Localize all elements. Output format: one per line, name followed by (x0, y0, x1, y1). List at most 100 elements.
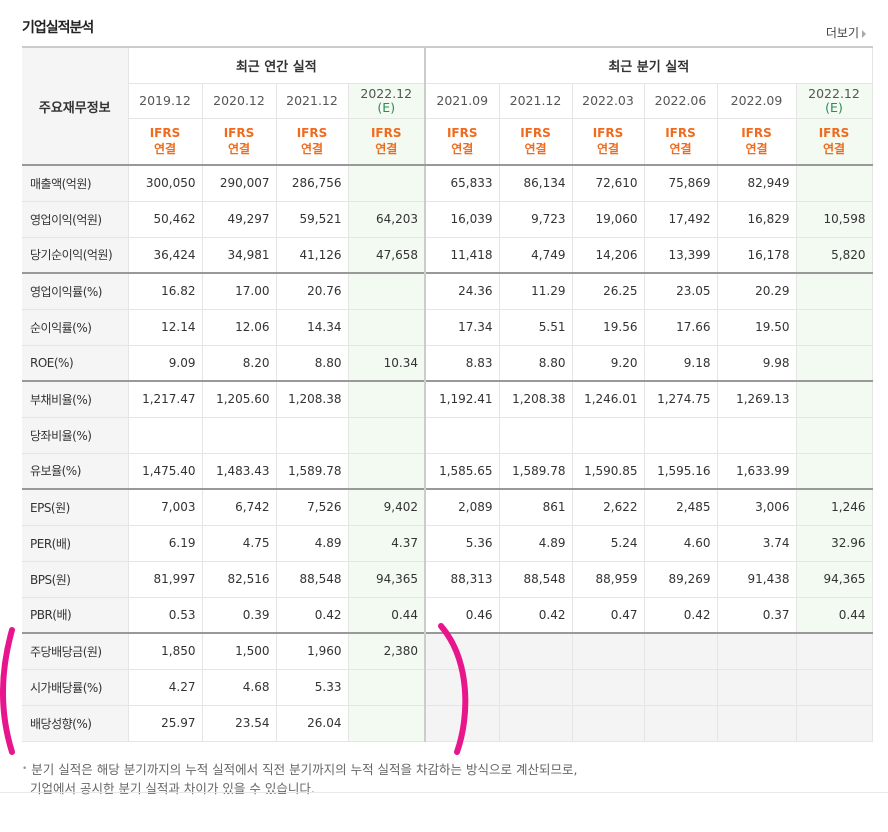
more-link[interactable]: 더보기 (826, 24, 866, 41)
value-cell (644, 632, 718, 670)
period-header: 2022.12 (E) (348, 83, 426, 119)
value-cell: 6.19 (128, 525, 203, 562)
consolidated-label: 연결 (451, 142, 474, 157)
value-cell: 81,997 (128, 561, 203, 598)
value-cell (644, 417, 718, 454)
value-cell (796, 345, 873, 382)
table-row: 당기순이익(억원) 36,424 34,981 41,126 47,658 11,418 4… (22, 237, 873, 274)
period-header: 2022.09 (717, 83, 797, 119)
value-cell: 5,820 (796, 237, 873, 274)
accounting-standard: IFRS 연결 (717, 118, 797, 166)
value-cell (128, 417, 203, 454)
value-cell: 5.36 (425, 525, 500, 562)
row-label: 당좌비율(%) (22, 417, 129, 454)
value-cell: 88,548 (499, 561, 573, 598)
value-cell: 16,039 (425, 201, 500, 238)
accounting-standard: IFRS 연결 (572, 118, 645, 166)
value-cell: 1,595.16 (644, 453, 718, 490)
value-cell: 4,749 (499, 237, 573, 274)
value-cell: 4.89 (499, 525, 573, 562)
value-cell (425, 705, 500, 742)
value-cell: 1,205.60 (202, 380, 277, 418)
value-cell: 72,610 (572, 165, 645, 202)
value-cell (348, 380, 426, 418)
row-label: PBR(배) (22, 597, 129, 634)
value-cell: 12.06 (202, 309, 277, 346)
value-cell: 19,060 (572, 201, 645, 238)
table-row: 유보율(%) 1,475.40 1,483.43 1,589.78 1,585.65 1,… (22, 453, 873, 490)
value-cell: 9.18 (644, 345, 718, 382)
value-cell: 0.44 (796, 597, 873, 634)
value-cell (644, 705, 718, 742)
period-header: 2021.12 (276, 83, 349, 119)
value-cell: 1,475.40 (128, 453, 203, 490)
value-cell (348, 453, 426, 490)
footnote-line-1: 분기 실적은 해당 분기까지의 누적 실적에서 직전 분기까지의 누적 실적을 … (31, 762, 578, 777)
ifrs-label: IFRS (223, 126, 255, 141)
value-cell: 10,598 (796, 201, 873, 238)
value-cell (572, 705, 645, 742)
value-cell: 88,548 (276, 561, 349, 598)
value-cell (644, 669, 718, 706)
value-cell: 16.82 (128, 272, 203, 310)
value-cell: 8.80 (499, 345, 573, 382)
value-cell: 17,492 (644, 201, 718, 238)
value-cell: 14.34 (276, 309, 349, 346)
value-cell: 1,208.38 (276, 380, 349, 418)
value-cell: 23.54 (202, 705, 277, 742)
consolidated-label: 연결 (375, 142, 398, 157)
accounting-standard: IFRS 연결 (348, 118, 426, 166)
value-cell: 1,633.99 (717, 453, 797, 490)
value-cell: 26.25 (572, 272, 645, 310)
value-cell (348, 165, 426, 202)
value-cell: 4.27 (128, 669, 203, 706)
row-label: 배당성향(%) (22, 705, 129, 742)
value-cell: 88,313 (425, 561, 500, 598)
value-cell: 19.56 (572, 309, 645, 346)
value-cell: 1,274.75 (644, 380, 718, 418)
value-cell: 1,589.78 (276, 453, 349, 490)
value-cell: 94,365 (348, 561, 426, 598)
consolidated-label: 연결 (822, 142, 846, 157)
value-cell (499, 417, 573, 454)
value-cell: 4.60 (644, 525, 718, 562)
value-cell: 34,981 (202, 237, 277, 274)
row-label: BPS(원) (22, 561, 129, 598)
ifrs-label: IFRS (520, 126, 551, 141)
value-cell (717, 705, 797, 742)
value-cell: 8.83 (425, 345, 500, 382)
period-label: 2021.09 (436, 93, 489, 108)
value-cell: 11.29 (499, 272, 573, 310)
period-header: 2022.03 (572, 83, 645, 119)
value-cell: 1,246.01 (572, 380, 645, 418)
value-cell: 1,585.65 (425, 453, 500, 490)
value-cell: 0.53 (128, 597, 203, 634)
value-cell: 20.29 (717, 272, 797, 310)
row-label: 시가배당률(%) (22, 669, 129, 706)
table-row: 부채비율(%) 1,217.47 1,205.60 1,208.38 1,192.41 1… (22, 380, 873, 418)
value-cell: 6,742 (202, 488, 277, 526)
table-row: PBR(배) 0.53 0.39 0.42 0.44 0.46 0.42 0.47 0.42 0.… (22, 597, 873, 634)
value-cell: 7,526 (276, 488, 349, 526)
period-header: 2019.12 (128, 83, 203, 119)
value-cell: 2,622 (572, 488, 645, 526)
consolidated-label: 연결 (524, 142, 547, 157)
value-cell: 50,462 (128, 201, 203, 238)
annotation-stroke-left (0, 627, 15, 755)
row-label-header: 주요재무정보 (22, 46, 129, 166)
ifrs-label: IFRS (370, 126, 402, 141)
period-label: 2020.12 (213, 93, 265, 108)
value-cell: 2,485 (644, 488, 718, 526)
accounting-standard: IFRS 연결 (425, 118, 500, 166)
value-cell: 12.14 (128, 309, 203, 346)
value-cell: 17.66 (644, 309, 718, 346)
value-cell: 4.68 (202, 669, 277, 706)
value-cell: 94,365 (796, 561, 873, 598)
value-cell: 11,418 (425, 237, 500, 274)
value-cell: 14,206 (572, 237, 645, 274)
row-label: 주당배당금(원) (22, 632, 129, 670)
value-cell: 9.98 (717, 345, 797, 382)
value-cell: 10.34 (348, 345, 426, 382)
row-label: 영업이익률(%) (22, 272, 129, 310)
value-cell: 2,089 (425, 488, 500, 526)
